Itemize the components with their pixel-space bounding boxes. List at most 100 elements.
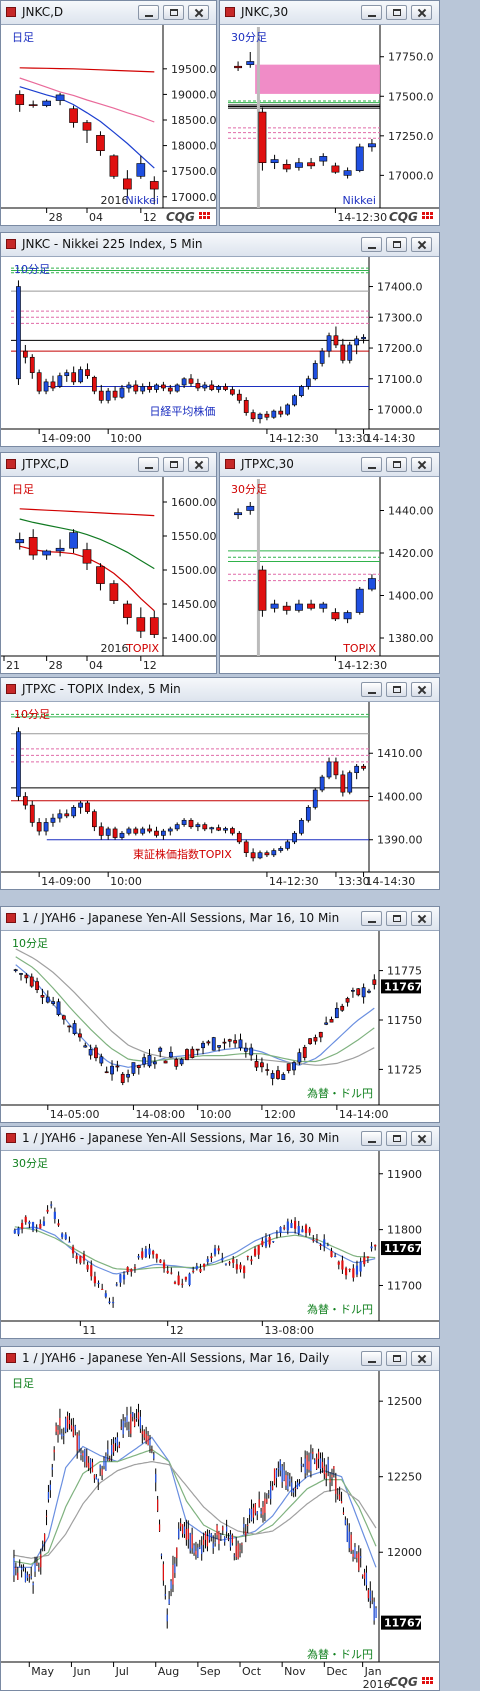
candle xyxy=(133,1264,137,1273)
price-zone xyxy=(255,64,380,94)
candle xyxy=(79,1255,82,1265)
candle xyxy=(369,1581,371,1609)
maximize-button[interactable] xyxy=(386,237,407,252)
y-tick-label: 1550.00 xyxy=(171,530,216,543)
maximize-button[interactable] xyxy=(386,5,407,20)
candle xyxy=(92,375,97,395)
chart-plot[interactable]: 1600.00 1550.00 1500.00 1450.00 1400.00 21 28 0… xyxy=(1,477,216,673)
chart-plot[interactable]: 12500 12250 12000 11767 May Jun Jul Aug Sep Oct No… xyxy=(1,1371,439,1690)
chart-window-w7[interactable]: 1 / JYAH6 - Japanese Yen-All Sessions, M… xyxy=(0,906,440,1123)
window-titlebar[interactable]: JNKC,D xyxy=(1,1,216,25)
window-titlebar[interactable]: JNKC - Nikkei 225 Index, 5 Min xyxy=(1,233,439,257)
minimize-button[interactable] xyxy=(138,457,159,472)
minimize-button[interactable] xyxy=(361,457,382,472)
candle xyxy=(119,831,125,840)
candle xyxy=(13,1228,16,1234)
candle xyxy=(218,1530,220,1551)
minimize-button[interactable] xyxy=(361,911,382,926)
maximize-button[interactable] xyxy=(386,457,407,472)
y-tick-label: 17250.0 xyxy=(388,130,434,143)
candle xyxy=(220,1532,222,1541)
candle xyxy=(318,1031,323,1043)
chart-window-w4[interactable]: JTPXC,D 1600.00 1550.00 1500.00 1450.00 1400.… xyxy=(0,452,217,674)
candle xyxy=(254,1054,259,1071)
chart-window-w9[interactable]: 1 / JYAH6 - Japanese Yen-All Sessions, M… xyxy=(0,1346,440,1691)
candle xyxy=(264,411,270,421)
minimize-button[interactable] xyxy=(361,1351,382,1366)
candle xyxy=(155,1253,158,1263)
maximize-button[interactable] xyxy=(163,5,184,20)
close-button[interactable] xyxy=(411,682,432,697)
chart-plot[interactable]: 17400.0 17300.0 17200.0 17100.0 17000.0 14-09… xyxy=(1,257,439,446)
candle xyxy=(82,120,92,144)
minimize-button[interactable] xyxy=(361,237,382,252)
candle xyxy=(181,1524,184,1538)
window-titlebar[interactable]: 1 / JYAH6 - Japanese Yen-All Sessions, M… xyxy=(1,1347,439,1371)
year-label: 2016 xyxy=(100,194,128,207)
chart-plot[interactable]: 1410.00 1400.00 1390.00 14-09:00 10:00 14-12:… xyxy=(1,702,439,889)
candle xyxy=(15,532,25,550)
chart-plot[interactable]: 19500.0 19000.0 18500.0 18000.0 17500.0 17000… xyxy=(1,25,216,225)
window-titlebar[interactable]: 1 / JYAH6 - Japanese Yen-All Sessions, M… xyxy=(1,1127,439,1151)
close-button[interactable] xyxy=(188,5,209,20)
window-titlebar[interactable]: 1 / JYAH6 - Japanese Yen-All Sessions, M… xyxy=(1,907,439,931)
close-button[interactable] xyxy=(411,237,432,252)
chart-window-w6[interactable]: JTPXC - TOPIX Index, 5 Min 1410.00 1400.00… xyxy=(0,677,440,890)
maximize-button[interactable] xyxy=(386,911,407,926)
candle xyxy=(195,822,201,832)
maximize-button[interactable] xyxy=(386,1131,407,1146)
maximize-button[interactable] xyxy=(386,682,407,697)
maximize-button[interactable] xyxy=(163,457,184,472)
chart-window-w8[interactable]: 1 / JYAH6 - Japanese Yen-All Sessions, M… xyxy=(0,1126,440,1339)
chart-window-w2[interactable]: JNKC,30 17750.0 17500.0 17250.0 17000.0 14-12… xyxy=(219,0,440,226)
ma-line-grey xyxy=(13,1460,377,1559)
window-titlebar[interactable]: JNKC,30 xyxy=(220,1,439,25)
last-price-label: 11767 xyxy=(384,1617,422,1630)
candle xyxy=(271,1481,274,1491)
app-icon xyxy=(6,7,16,17)
candle xyxy=(95,1473,97,1480)
candle xyxy=(296,1479,299,1490)
window-titlebar[interactable]: JTPXC,30 xyxy=(220,453,439,477)
minimize-button[interactable] xyxy=(138,5,159,20)
candle xyxy=(195,378,201,392)
series-label: Nikkei xyxy=(343,194,376,207)
chart-plot[interactable]: 11775 11750 11725 11767 14-05:00 14-08:00 10:0… xyxy=(1,931,439,1122)
chart-plot[interactable]: 11900 11800 11700 11767 11 12 13-08:00 30分足為替・ド… xyxy=(1,1151,439,1338)
candle xyxy=(50,375,56,392)
candle xyxy=(114,1437,117,1451)
candle xyxy=(261,1237,264,1248)
candle xyxy=(268,1490,270,1499)
candle xyxy=(241,1542,243,1554)
chart-window-w1[interactable]: JNKC,D 19500.0 19000.0 18500.0 18000.0 17500.… xyxy=(0,0,217,226)
candle xyxy=(149,176,159,205)
minimize-button[interactable] xyxy=(361,5,382,20)
candle xyxy=(302,1463,304,1468)
close-button[interactable] xyxy=(188,457,209,472)
minimize-button[interactable] xyxy=(361,1131,382,1146)
close-button[interactable] xyxy=(411,457,432,472)
chart-window-w3[interactable]: JNKC - Nikkei 225 Index, 5 Min 17400.0 173… xyxy=(0,232,440,447)
candle xyxy=(216,824,221,832)
candle xyxy=(154,383,159,393)
candle xyxy=(99,1464,101,1477)
chart-plot[interactable]: 1440.00 1420.00 1400.00 1380.00 14-12:30 30分足… xyxy=(220,477,439,673)
chart-plot[interactable]: 17750.0 17500.0 17250.0 17000.0 14-12:30 30分足… xyxy=(220,25,439,225)
close-button[interactable] xyxy=(411,5,432,20)
close-button[interactable] xyxy=(411,1131,432,1146)
candle xyxy=(307,599,316,611)
year-label: 2016 xyxy=(363,1678,391,1690)
close-button[interactable] xyxy=(411,1351,432,1366)
candle xyxy=(22,344,28,364)
maximize-button[interactable] xyxy=(386,1351,407,1366)
window-titlebar[interactable]: JTPXC,D xyxy=(1,453,216,477)
candle xyxy=(29,973,34,988)
candle xyxy=(250,1499,253,1522)
chart-window-w5[interactable]: JTPXC,30 1440.00 1420.00 1400.00 1380.00 14-1… xyxy=(219,452,440,674)
candle xyxy=(22,792,28,810)
candle xyxy=(168,1590,170,1606)
close-button[interactable] xyxy=(411,911,432,926)
minimize-button[interactable] xyxy=(361,682,382,697)
window-titlebar[interactable]: JTPXC - TOPIX Index, 5 Min xyxy=(1,678,439,702)
candle xyxy=(326,332,332,358)
